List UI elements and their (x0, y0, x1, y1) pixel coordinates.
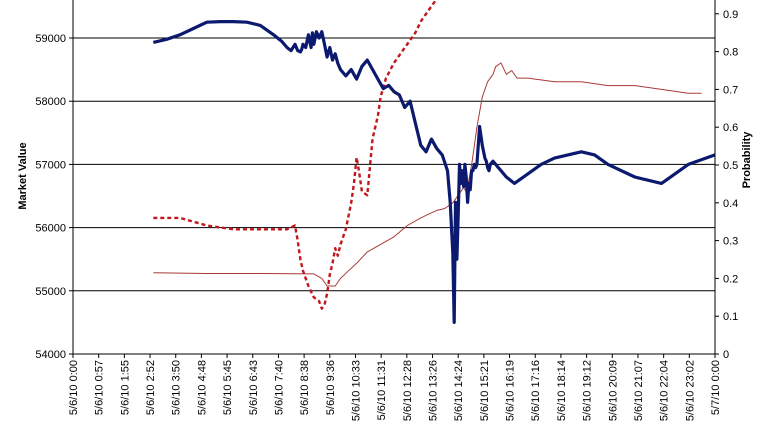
x-tick-label: 5/6/10 22:04 (659, 360, 671, 421)
x-tick-label: 5/6/10 6:43 (248, 360, 260, 415)
x-tick-label: 5/6/10 19:12 (582, 360, 594, 421)
y2-tick-label: 0.8 (723, 47, 738, 59)
y2-tick-label: 0.1 (723, 311, 738, 323)
probability-line-solid (153, 62, 702, 287)
x-tick-label: 5/6/10 7:40 (273, 360, 285, 415)
x-tick-label: 5/6/10 2:52 (145, 360, 157, 415)
market-value-line (152, 20, 716, 324)
y2-tick-label: 0.5 (723, 160, 738, 172)
gridlines (73, 37, 715, 292)
x-tick-label: 5/6/10 3:50 (171, 360, 183, 415)
x-tick-label: 5/6/10 21:07 (633, 360, 645, 421)
x-tick-label: 5/6/10 5:45 (222, 360, 234, 415)
x-tick-label: 5/6/10 0:00 (68, 360, 80, 415)
y2-tick-label: 0.2 (723, 273, 738, 285)
y2-tick-label: 0.7 (723, 84, 738, 96)
x-tick-label: 5/6/10 1:55 (119, 360, 131, 415)
series-layer (152, 0, 716, 324)
y2-tick-label: 0.9 (723, 9, 738, 21)
x-ticks: 5/6/10 0:00 5/6/10 0:57 5/6/10 1:55 5/6/10 … (68, 354, 722, 421)
probability-line-dotted (153, 0, 438, 310)
x-tick-label: 5/6/10 4:48 (196, 360, 208, 415)
y2-axis-title: Probability (741, 131, 753, 189)
x-tick-label: 5/7/10 0:00 (710, 360, 722, 415)
x-tick-label: 5/6/10 14:24 (453, 360, 465, 421)
y-tick-label: 58000 (35, 96, 66, 108)
x-tick-label: 5/6/10 9:36 (325, 360, 337, 415)
x-tick-label: 5/6/10 18:14 (556, 360, 568, 421)
x-tick-label: 5/6/10 12:28 (402, 360, 414, 421)
y2-tick-label: 0 (723, 349, 729, 361)
x-tick-label: 5/6/10 11:31 (376, 360, 388, 420)
y-tick-label: 55000 (35, 286, 66, 298)
x-tick-label: 5/6/10 16:19 (505, 360, 517, 421)
y-tick-label: 54000 (35, 349, 66, 361)
y-axis-title: Market Value (17, 142, 29, 209)
y2-tick-label: 0.6 (723, 122, 738, 134)
x-tick-label: 5/6/10 0:57 (94, 360, 106, 415)
x-tick-label: 5/6/10 17:16 (530, 360, 542, 421)
y2-tick-label: 0.4 (723, 198, 738, 210)
x-tick-label: 5/6/10 13:26 (428, 360, 440, 421)
y-tick-label: 57000 (35, 159, 66, 171)
y-tick-label: 59000 (35, 33, 66, 45)
left-y-ticks: 54000 55000 56000 57000 58000 59000 (35, 33, 73, 361)
x-tick-label: 5/6/10 10:33 (350, 360, 362, 421)
x-tick-label: 5/6/10 15:21 (479, 360, 491, 421)
y-tick-label: 56000 (35, 223, 66, 235)
axes (72, 0, 716, 355)
right-y-ticks: 0 0.1 0.2 0.3 0.4 0.5 0.6 0.7 0.8 0.9 (715, 9, 738, 361)
x-tick-label: 5/6/10 23:02 (684, 360, 696, 421)
y2-tick-label: 0.3 (723, 236, 738, 248)
x-tick-label: 5/6/10 20:09 (607, 360, 619, 421)
x-tick-label: 5/6/10 8:38 (299, 360, 311, 415)
